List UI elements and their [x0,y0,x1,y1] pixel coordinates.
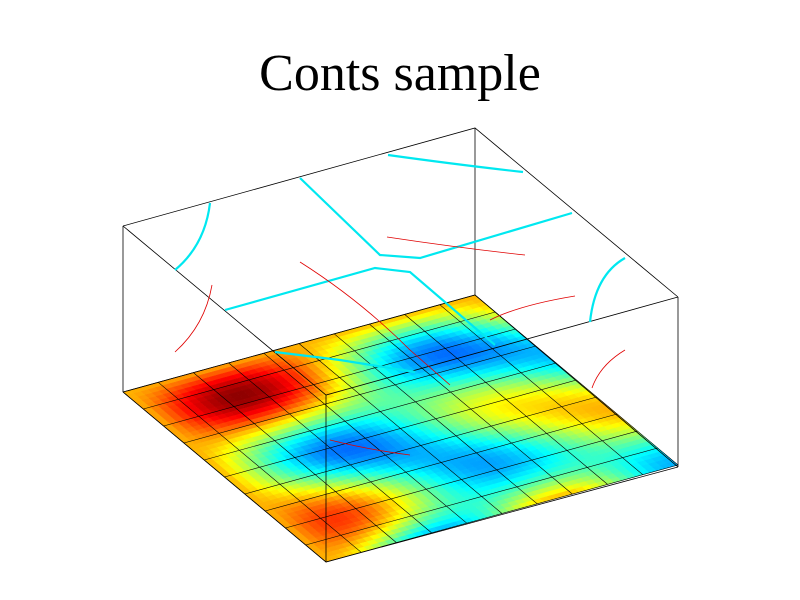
chart-title: Conts sample [259,45,541,102]
grid-line [334,333,538,505]
grid-line [224,379,577,478]
contours-cyan [174,153,626,374]
box-edges [122,127,679,563]
grid-line [305,447,658,546]
grid-line [439,304,643,475]
grid-line [265,413,618,512]
grid-line [285,430,638,529]
contours-red [174,236,626,456]
grid-line [244,396,597,495]
grid-line [369,323,573,495]
grid-line [404,314,608,485]
